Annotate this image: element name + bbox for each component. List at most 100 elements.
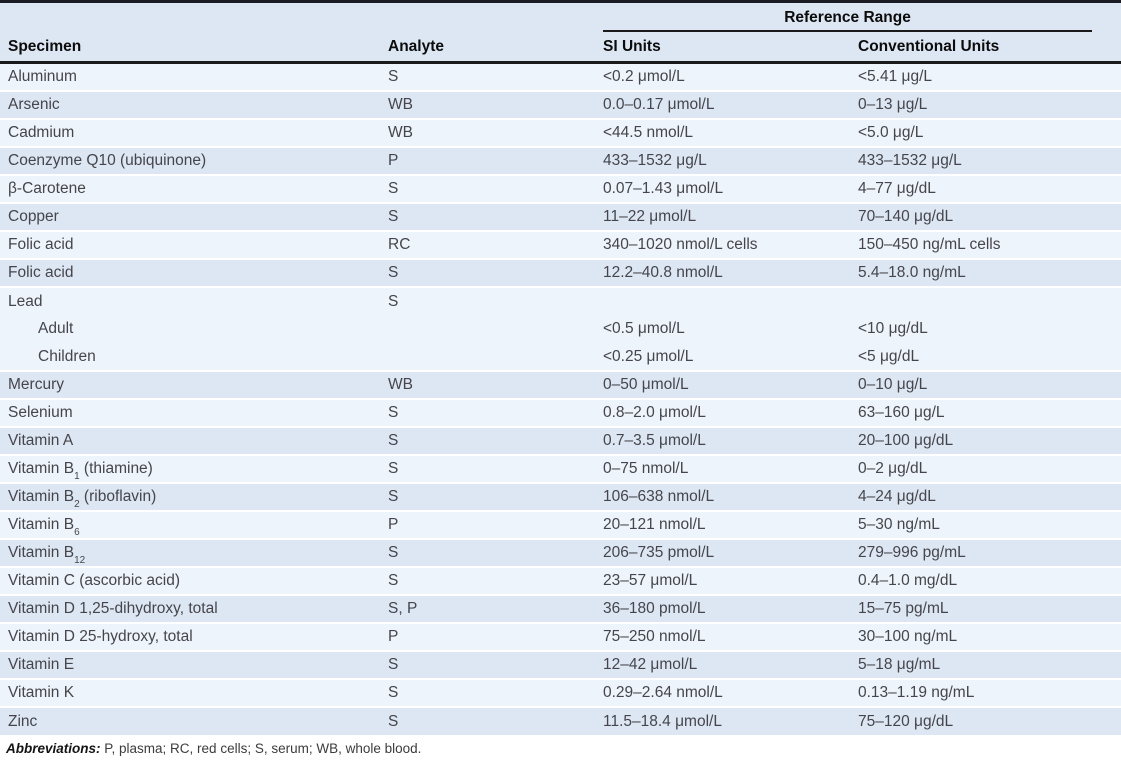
specimen-cell: Selenium <box>0 397 380 427</box>
column-header-si-units: SI Units <box>595 32 850 64</box>
si-units-cell: 0–75 nmol/L <box>595 453 850 483</box>
si-units-cell: 0–50 μmol/L <box>595 369 850 399</box>
conventional-units-cell: 279–996 pg/mL <box>850 537 1121 567</box>
specimen-cell: Vitamin K <box>0 677 380 707</box>
table-row: Cadmium WB <44.5 nmol/L <5.0 μg/L <box>0 117 1121 147</box>
conventional-units-cell: 15–75 pg/mL <box>850 593 1121 623</box>
table-row: Aluminum S <0.2 μmol/L <5.41 μg/L <box>0 62 1121 91</box>
analyte-cell: S <box>380 397 595 427</box>
conventional-units-cell: 20–100 μg/dL <box>850 425 1121 455</box>
si-units-cell: 206–735 pmol/L <box>595 537 850 567</box>
specimen-cell: Aluminum <box>0 62 380 91</box>
table-row: Vitamin B1 (thiamine) S 0–75 nmol/L 0–2 μg/… <box>0 453 1121 483</box>
si-units-cell: 0.7–3.5 μmol/L <box>595 425 850 455</box>
analyte-cell <box>380 342 595 371</box>
table-row: Vitamin D 1,25-dihydroxy, total S, P 36–18… <box>0 593 1121 623</box>
group-header-cell: Reference Range <box>595 3 1121 32</box>
table-row: Zinc S 11.5–18.4 μmol/L 75–120 μg/dL <box>0 705 1121 735</box>
analyte-cell: S <box>380 565 595 595</box>
table-row: Coenzyme Q10 (ubiquinone) P 433–1532 μg/L 4… <box>0 145 1121 175</box>
abbreviations-footnote: Abbreviations: P, plasma; RC, red cells;… <box>6 741 1121 757</box>
conventional-units-cell: 0–10 μg/L <box>850 369 1121 399</box>
analyte-cell: S <box>380 453 595 483</box>
specimen-cell: Mercury <box>0 369 380 399</box>
analyte-cell: RC <box>380 229 595 259</box>
table-row: Children <0.25 μmol/L <5 μg/dL <box>0 342 1121 371</box>
si-units-cell: 11–22 μmol/L <box>595 201 850 231</box>
conventional-units-cell: 150–450 ng/mL cells <box>850 229 1121 259</box>
column-header-analyte: Analyte <box>380 32 595 64</box>
specimen-cell: Vitamin D 1,25-dihydroxy, total <box>0 593 380 623</box>
si-units-cell: <0.2 μmol/L <box>595 62 850 91</box>
si-units-cell: 12–42 μmol/L <box>595 649 850 679</box>
table-row: Vitamin K S 0.29–2.64 nmol/L 0.13–1.19 ng/m… <box>0 677 1121 707</box>
specimen-cell: Arsenic <box>0 89 380 119</box>
table-row: Vitamin A S 0.7–3.5 μmol/L 20–100 μg/dL <box>0 425 1121 455</box>
table-row: Vitamin B2 (riboflavin) S 106–638 nmol/L 4–… <box>0 481 1121 511</box>
conventional-units-cell: 0–13 μg/L <box>850 89 1121 119</box>
analyte-cell: S <box>380 537 595 567</box>
si-units-cell: 106–638 nmol/L <box>595 481 850 511</box>
conventional-units-cell: 0.13–1.19 ng/mL <box>850 677 1121 707</box>
si-units-cell: <44.5 nmol/L <box>595 117 850 147</box>
analyte-cell: S <box>380 705 595 735</box>
analyte-cell: S, P <box>380 593 595 623</box>
si-units-cell: 23–57 μmol/L <box>595 565 850 595</box>
conventional-units-cell: 63–160 μg/L <box>850 397 1121 427</box>
specimen-cell: Vitamin D 25-hydroxy, total <box>0 621 380 651</box>
conventional-units-cell: 30–100 ng/mL <box>850 621 1121 651</box>
conventional-units-cell: 75–120 μg/dL <box>850 705 1121 735</box>
specimen-cell: Folic acid <box>0 257 380 287</box>
specimen-cell: Zinc <box>0 705 380 735</box>
si-units-cell: <0.25 μmol/L <box>595 342 850 371</box>
group-header-spacer <box>0 3 595 32</box>
specimen-cell: Vitamin B6 <box>0 509 380 539</box>
table-row: Vitamin B12 S 206–735 pmol/L 279–996 pg/mL <box>0 537 1121 567</box>
si-units-cell: 11.5–18.4 μmol/L <box>595 705 850 735</box>
group-header-row: Reference Range <box>0 3 1121 32</box>
analyte-cell: S <box>380 677 595 707</box>
conventional-units-cell: 70–140 μg/dL <box>850 201 1121 231</box>
conventional-units-cell <box>850 285 1121 315</box>
table-header: Reference Range Specimen Analyte SI Unit… <box>0 3 1121 64</box>
conventional-units-cell: 433–1532 μg/L <box>850 145 1121 175</box>
table-top-rule <box>0 0 1121 3</box>
conventional-units-cell: 4–24 μg/dL <box>850 481 1121 511</box>
si-units-cell: 433–1532 μg/L <box>595 145 850 175</box>
analyte-cell: S <box>380 649 595 679</box>
specimen-cell: Copper <box>0 201 380 231</box>
table-row: β-Carotene S 0.07–1.43 μmol/L 4–77 μg/dL <box>0 173 1121 203</box>
table-row: Vitamin D 25-hydroxy, total P 75–250 nmol/… <box>0 621 1121 651</box>
specimen-cell: Vitamin C (ascorbic acid) <box>0 565 380 595</box>
conventional-units-cell: <5.41 μg/L <box>850 62 1121 91</box>
table-row: Adult <0.5 μmol/L <10 μg/dL <box>0 314 1121 343</box>
column-header-specimen: Specimen <box>0 32 380 64</box>
si-units-cell: 36–180 pmol/L <box>595 593 850 623</box>
si-units-cell: 20–121 nmol/L <box>595 509 850 539</box>
table-row: Lead S <box>0 285 1121 315</box>
conventional-units-cell: <5 μg/dL <box>850 342 1121 371</box>
si-units-cell: 75–250 nmol/L <box>595 621 850 651</box>
analyte-cell: S <box>380 425 595 455</box>
si-units-cell: 12.2–40.8 nmol/L <box>595 257 850 287</box>
table-row: Vitamin C (ascorbic acid) S 23–57 μmol/L 0.… <box>0 565 1121 595</box>
table-row: Mercury WB 0–50 μmol/L 0–10 μg/L <box>0 369 1121 399</box>
reference-range-table: Reference Range Specimen Analyte SI Unit… <box>0 3 1121 735</box>
conventional-units-cell: <5.0 μg/L <box>850 117 1121 147</box>
specimen-cell: β-Carotene <box>0 173 380 203</box>
table-row: Vitamin E S 12–42 μmol/L 5–18 μg/mL <box>0 649 1121 679</box>
analyte-cell: P <box>380 621 595 651</box>
si-units-cell: 0.0–0.17 μmol/L <box>595 89 850 119</box>
analyte-cell: WB <box>380 89 595 119</box>
table-row: Vitamin B6 P 20–121 nmol/L 5–30 ng/mL <box>0 509 1121 539</box>
specimen-cell: Vitamin B2 (riboflavin) <box>0 481 380 511</box>
footnote-label: Abbreviations: <box>6 740 101 756</box>
table-row: Selenium S 0.8–2.0 μmol/L 63–160 μg/L <box>0 397 1121 427</box>
table-row: Arsenic WB 0.0–0.17 μmol/L 0–13 μg/L <box>0 89 1121 119</box>
si-units-cell <box>595 285 850 315</box>
column-header-conventional-units: Conventional Units <box>850 32 1121 64</box>
conventional-units-cell: 5–18 μg/mL <box>850 649 1121 679</box>
table-row: Folic acid RC 340–1020 nmol/L cells 150–450… <box>0 229 1121 259</box>
conventional-units-cell: 5.4–18.0 ng/mL <box>850 257 1121 287</box>
